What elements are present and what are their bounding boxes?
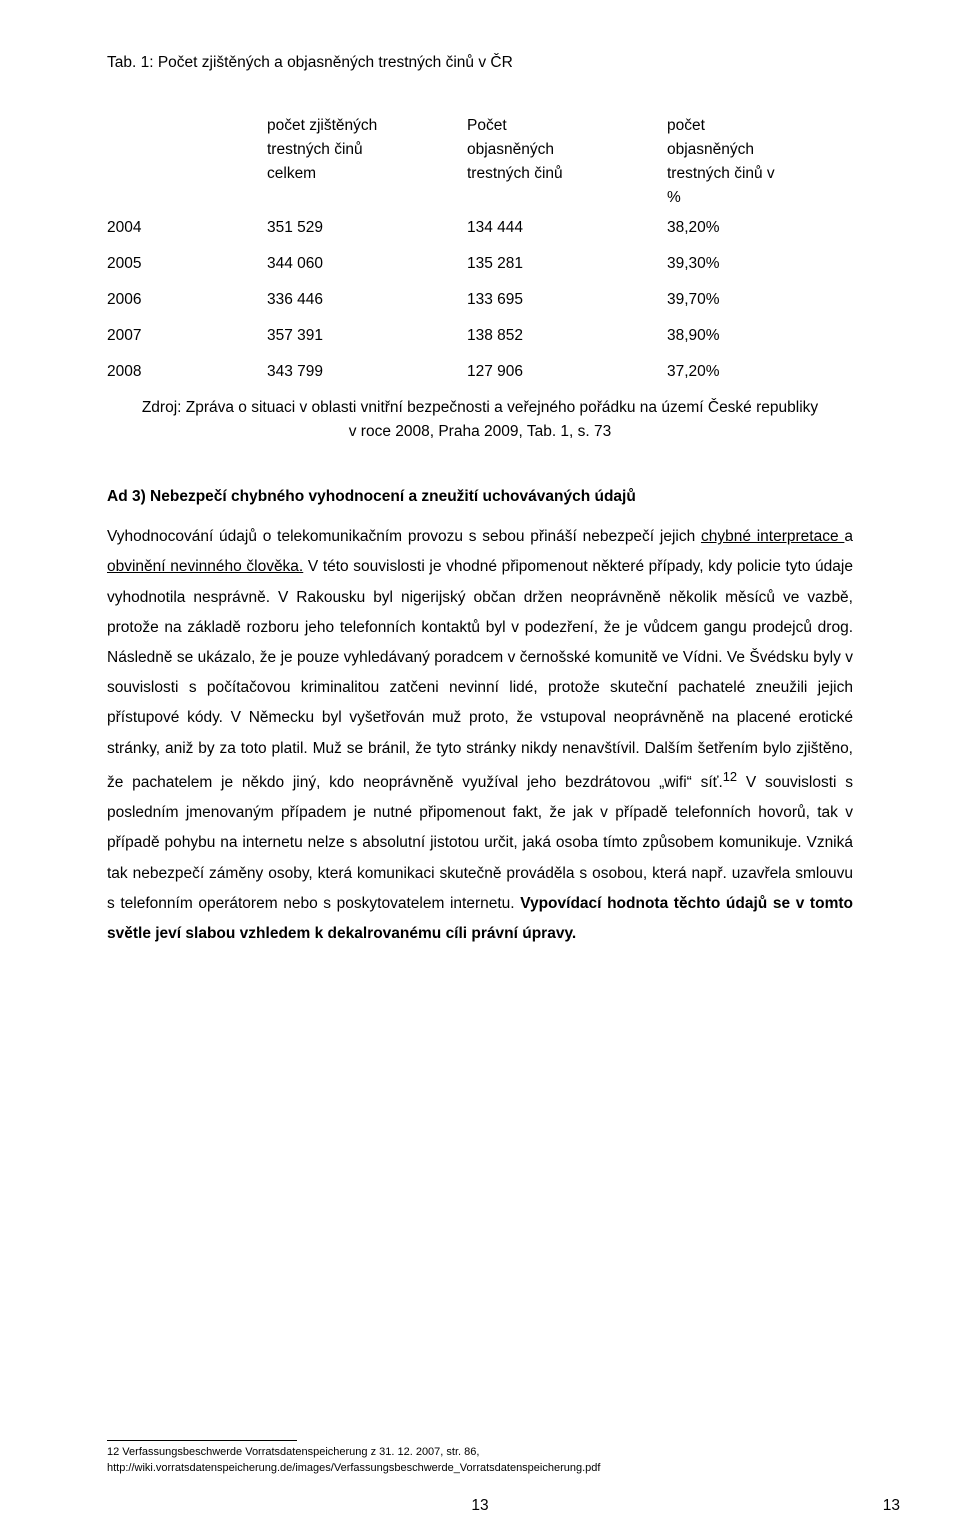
table-row: 2007 357 391 138 852 38,90% <box>107 318 853 354</box>
table-header: počet zjištěných trestných činů celkem P… <box>107 114 853 210</box>
cell-pct: 38,90% <box>667 318 853 354</box>
table-row: 2008 343 799 127 906 37,20% <box>107 354 853 390</box>
source-line: v roce 2008, Praha 2009, Tab. 1, s. 73 <box>349 423 612 440</box>
text: Vyhodnocování údajů o telekomunikačním p… <box>107 528 701 545</box>
table-row: 2006 336 446 133 695 39,70% <box>107 282 853 318</box>
header-text: celkem <box>267 165 316 182</box>
source-line: Zdroj: Zpráva o situaci v oblasti vnitřn… <box>142 399 818 416</box>
table-source: Zdroj: Zpráva o situaci v oblasti vnitřn… <box>107 396 853 444</box>
cell-pct: 38,20% <box>667 210 853 246</box>
page-number-right: 13 <box>883 1497 900 1515</box>
cell-year: 2004 <box>107 210 267 246</box>
footnote-rule <box>107 1440 297 1441</box>
header-text: Počet <box>467 117 507 134</box>
cell-year: 2008 <box>107 354 267 390</box>
document-page: Tab. 1: Počet zjištěných a objasněných t… <box>0 0 960 1529</box>
text: V souvislosti s posledním jmenovaným pří… <box>107 774 853 912</box>
crime-table: počet zjištěných trestných činů celkem P… <box>107 114 853 390</box>
footnotes: 12 Verfassungsbeschwerde Vorratsdatenspe… <box>107 1440 853 1477</box>
cell-year: 2007 <box>107 318 267 354</box>
text: a <box>844 528 853 545</box>
cell-total: 343 799 <box>267 354 467 390</box>
cell-year: 2005 <box>107 246 267 282</box>
col-header-pct: počet objasněných trestných činů v % <box>667 114 853 210</box>
header-text: trestných činů <box>467 165 563 182</box>
text: V této souvislosti je vhodné připomenout… <box>107 558 853 791</box>
header-text: počet <box>667 117 705 134</box>
footnote-text: Verfassungsbeschwerde Vorratsdatenspeich… <box>119 1446 479 1458</box>
col-header-solved: Počet objasněných trestných činů <box>467 114 667 210</box>
col-header-total: počet zjištěných trestných činů celkem <box>267 114 467 210</box>
cell-solved: 134 444 <box>467 210 667 246</box>
cell-pct: 37,20% <box>667 354 853 390</box>
table-row: 2004 351 529 134 444 38,20% <box>107 210 853 246</box>
body-paragraph: Vyhodnocování údajů o telekomunikačním p… <box>107 522 853 949</box>
footnote-text: http://wiki.vorratsdatenspeicherung.de/i… <box>107 1462 600 1474</box>
cell-total: 351 529 <box>267 210 467 246</box>
footnote-ref: 12 <box>723 769 737 784</box>
cell-total: 344 060 <box>267 246 467 282</box>
cell-pct: 39,30% <box>667 246 853 282</box>
cell-solved: 133 695 <box>467 282 667 318</box>
col-header-year <box>107 114 267 210</box>
cell-solved: 135 281 <box>467 246 667 282</box>
cell-year: 2006 <box>107 282 267 318</box>
header-text: objasněných <box>667 141 754 158</box>
cell-total: 336 446 <box>267 282 467 318</box>
footnote-number: 12 <box>107 1446 119 1458</box>
header-text: počet zjištěných <box>267 117 377 134</box>
page-number-center: 13 <box>0 1497 960 1515</box>
header-text: % <box>667 189 681 206</box>
underlined-text: obvinění nevinného člověka. <box>107 558 303 575</box>
table-body: 2004 351 529 134 444 38,20% 2005 344 060… <box>107 210 853 390</box>
table-row: 2005 344 060 135 281 39,30% <box>107 246 853 282</box>
section-heading: Ad 3) Nebezpečí chybného vyhodnocení a z… <box>107 488 853 506</box>
cell-solved: 138 852 <box>467 318 667 354</box>
cell-total: 357 391 <box>267 318 467 354</box>
underlined-text: chybné interpretace <box>701 528 844 545</box>
footnote: 12 Verfassungsbeschwerde Vorratsdatenspe… <box>107 1445 853 1477</box>
cell-pct: 39,70% <box>667 282 853 318</box>
header-text: trestných činů v <box>667 165 775 182</box>
header-text: trestných činů <box>267 141 363 158</box>
table-caption: Tab. 1: Počet zjištěných a objasněných t… <box>107 54 853 72</box>
cell-solved: 127 906 <box>467 354 667 390</box>
header-text: objasněných <box>467 141 554 158</box>
